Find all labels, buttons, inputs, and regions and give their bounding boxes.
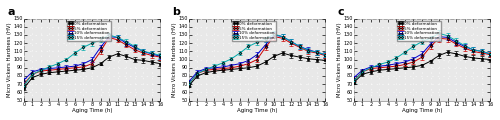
Text: c: c: [338, 7, 344, 17]
X-axis label: Aging Time (h): Aging Time (h): [237, 108, 278, 113]
Legend: 0% deformation, 5% deformation, 10% deformation, 15% deformation: 0% deformation, 5% deformation, 10% defo…: [397, 21, 441, 41]
Legend: 0% deformation, 5% deformation, 10% deformation, 15% deformation: 0% deformation, 5% deformation, 10% defo…: [232, 21, 276, 41]
Y-axis label: Micro Vickers Hardness (HV): Micro Vickers Hardness (HV): [336, 22, 342, 97]
X-axis label: Aging Time (h): Aging Time (h): [72, 108, 112, 113]
Y-axis label: Micro Vickers Hardness (HV): Micro Vickers Hardness (HV): [6, 22, 12, 97]
Text: a: a: [8, 7, 15, 17]
Y-axis label: Micro Vickers Hardness (HV): Micro Vickers Hardness (HV): [172, 22, 176, 97]
X-axis label: Aging Time (h): Aging Time (h): [402, 108, 442, 113]
Text: b: b: [172, 7, 180, 17]
Legend: 0% deformation, 5% deformation, 10% deformation, 15% deformation: 0% deformation, 5% deformation, 10% defo…: [67, 21, 111, 41]
